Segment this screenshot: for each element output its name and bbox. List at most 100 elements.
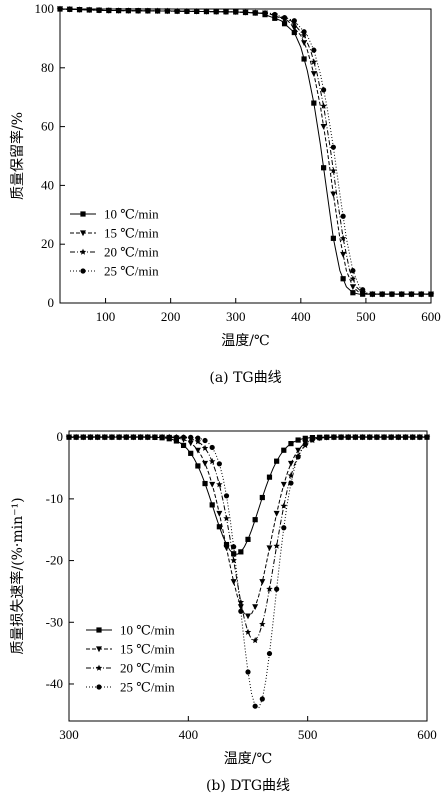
dtg-series-2-point — [245, 613, 251, 620]
dtg-series-4-point — [331, 434, 337, 440]
tg-series-1-point — [281, 21, 288, 27]
dtg-series-1-point — [245, 536, 251, 542]
dtg-axes: 300 400 500 600 -40 -30 -20 -10 0 — [46, 429, 437, 742]
dtg-y-axis-label: 质量损失速率/(%·min⁻¹) — [9, 497, 26, 654]
dtg-series-1-point — [216, 524, 222, 530]
dtg-series-4-point — [252, 703, 258, 709]
dtg-x-tick-label: 400 — [179, 727, 199, 742]
dtg-legend-label-1: 10 ℃/min — [120, 623, 175, 638]
dtg-series-4-point — [295, 454, 301, 460]
tg-series-1-point — [321, 165, 327, 171]
dtg-series-2-point — [223, 545, 230, 552]
dtg-x-axis-label: 温度/℃ — [224, 751, 272, 767]
tg-series-4-point — [233, 9, 239, 15]
tg-series-4-point — [262, 10, 268, 16]
tg-x-tick-label: 100 — [96, 309, 116, 324]
tg-series-3-point — [330, 167, 337, 174]
tg-series-2-point — [310, 71, 317, 77]
tg-x-tick-label: 200 — [161, 309, 181, 324]
dtg-series-4-point — [130, 434, 137, 440]
dtg-series-4-point — [166, 434, 172, 440]
dtg-series-4-point — [309, 436, 316, 443]
dtg-series-4-point — [223, 493, 230, 499]
dtg-series-1-point — [238, 549, 244, 555]
tg-series-4-point — [155, 8, 161, 14]
tg-x-tick-label: 600 — [421, 309, 441, 324]
dtg-legend: 10 ℃/min 15 ℃/min 20 ℃/min 25 ℃/min — [86, 623, 175, 695]
tg-series-4-point — [301, 29, 307, 35]
tg-series-4-point — [399, 291, 405, 297]
dtg-series-4-point — [410, 434, 416, 440]
dtg-series-4-point — [417, 434, 423, 440]
dtg-series-4-point — [381, 434, 387, 440]
tg-legend-label-3: 20 ℃/min — [104, 245, 159, 260]
tg-y-tick-label: 80 — [41, 60, 54, 75]
dtg-series-2-point — [252, 604, 259, 611]
dtg-series-4-point — [395, 434, 401, 440]
tg-series-4-point — [389, 291, 395, 297]
tg-series-4-point — [164, 8, 170, 14]
dtg-series-4-point — [180, 434, 187, 440]
dtg-plot-frame — [68, 430, 428, 722]
dtg-series-3-point — [287, 472, 295, 479]
tg-series-3-point — [339, 234, 347, 242]
tg-series-2-point — [291, 25, 298, 32]
tg-series-4-point — [408, 291, 415, 297]
dtg-legend-marker-3 — [95, 664, 103, 671]
dtg-series-4-point — [374, 434, 380, 440]
dtg-series-2-point — [216, 510, 223, 517]
dtg-series-4-point — [109, 434, 115, 440]
dtg-series-4-point — [259, 696, 265, 702]
tg-series-4-point — [272, 11, 278, 18]
dtg-series-group — [65, 433, 431, 709]
tg-legend-marker-2 — [80, 230, 86, 237]
tg-series-1-point — [340, 276, 346, 282]
tg-legend-label-4: 25 ℃/min — [104, 264, 159, 279]
dtg-series-4-point — [338, 434, 344, 440]
tg-series-2-point — [349, 284, 356, 291]
dtg-series-1-point — [195, 463, 201, 469]
dtg-series-3-point — [251, 637, 259, 644]
dtg-series-4-point — [209, 444, 215, 451]
dtg-series-line-1 — [69, 436, 427, 555]
tg-axes: 100 200 300 400 500 600 0 20 40 60 80 100 — [35, 1, 441, 324]
tg-series-4-point — [369, 291, 376, 297]
dtg-series-4-point — [80, 434, 86, 440]
dtg-series-4-point — [367, 434, 373, 440]
dtg-series-3-point — [259, 620, 266, 627]
tg-series-4-point — [418, 291, 424, 297]
tg-series-4-point — [330, 144, 336, 150]
tg-series-4-point — [252, 10, 258, 16]
dtg-legend-label-4: 25 ℃/min — [120, 680, 175, 695]
tg-series-4-point — [86, 7, 92, 13]
dtg-series-4-point — [231, 544, 237, 550]
tg-series-3-point — [349, 275, 357, 282]
tg-y-tick-label: 100 — [35, 1, 55, 16]
dtg-series-1-point — [202, 480, 208, 487]
dtg-series-4-point — [188, 434, 194, 440]
dtg-series-4-point — [388, 434, 394, 440]
tg-x-tick-label: 500 — [356, 309, 376, 324]
dtg-series-4-point — [288, 480, 294, 486]
dtg-series-1-point — [188, 450, 194, 456]
dtg-series-2-point — [194, 447, 201, 454]
tg-y-axis-label: 质量保留率/% — [9, 112, 26, 200]
dtg-series-4-point — [159, 434, 165, 440]
dtg-caption: (b) DTG曲线 — [206, 778, 290, 794]
tg-x-tick-label: 300 — [226, 309, 246, 324]
dtg-series-3-point — [230, 557, 237, 564]
tg-x-axis-label: 温度/℃ — [221, 333, 269, 349]
tg-series-1-point — [311, 100, 317, 106]
dtg-series-3-point — [216, 481, 223, 488]
dtg-series-3-point — [223, 515, 230, 522]
dtg-series-4-point — [173, 434, 179, 440]
tg-legend-label-2: 15 ℃/min — [104, 226, 159, 241]
tg-series-2-point — [320, 124, 327, 130]
dtg-y-tick-label: -20 — [46, 553, 63, 568]
tg-series-4-point — [340, 213, 346, 219]
dtg-series-4-point — [245, 669, 251, 675]
tg-series-4-point — [174, 8, 180, 14]
dtg-series-4-point — [87, 434, 94, 440]
tg-legend-marker-4 — [80, 268, 86, 274]
dtg-series-2-point — [209, 481, 216, 488]
